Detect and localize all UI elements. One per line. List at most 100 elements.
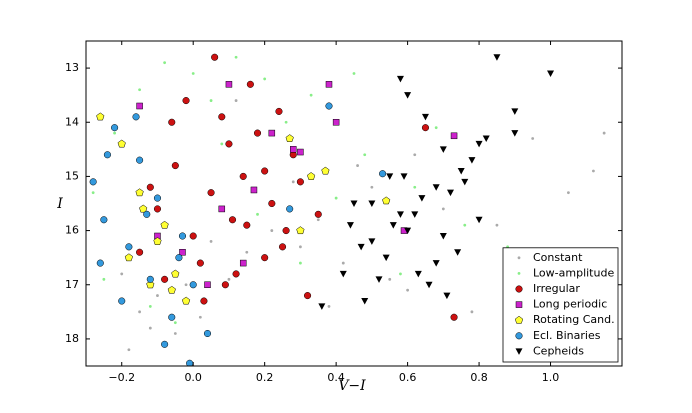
point xyxy=(357,243,365,251)
point xyxy=(225,140,233,148)
point xyxy=(389,222,397,229)
point xyxy=(284,120,288,124)
point xyxy=(220,142,224,146)
point xyxy=(138,88,142,92)
point xyxy=(314,210,322,218)
point xyxy=(443,292,451,300)
point xyxy=(186,359,194,366)
point xyxy=(143,210,151,218)
point xyxy=(218,205,226,213)
point xyxy=(153,237,162,245)
axes-frame xyxy=(85,40,623,367)
point xyxy=(263,77,267,81)
point xyxy=(111,124,119,132)
point xyxy=(282,227,290,235)
point xyxy=(182,97,190,105)
point xyxy=(406,288,409,292)
point xyxy=(256,212,259,216)
point xyxy=(161,340,169,348)
y-tick-label: 14 xyxy=(65,115,79,128)
point xyxy=(225,81,233,88)
point xyxy=(386,173,394,180)
point xyxy=(91,191,95,195)
point xyxy=(209,99,213,102)
point xyxy=(125,243,133,251)
point xyxy=(100,216,108,224)
point xyxy=(446,189,454,197)
point xyxy=(261,167,269,175)
point xyxy=(299,245,302,249)
legend-label: Cepheids xyxy=(533,344,584,357)
point xyxy=(297,148,304,156)
point xyxy=(178,232,187,240)
point xyxy=(321,166,330,175)
point xyxy=(113,131,116,135)
point xyxy=(463,223,467,227)
point xyxy=(245,250,249,254)
point xyxy=(368,238,376,245)
point xyxy=(299,261,302,265)
point xyxy=(232,270,240,278)
point xyxy=(296,226,305,235)
point xyxy=(136,156,144,164)
point xyxy=(124,253,133,262)
point xyxy=(413,185,417,189)
point xyxy=(189,281,197,289)
point xyxy=(327,305,331,308)
legend-marker xyxy=(517,272,521,275)
point xyxy=(175,254,183,262)
x-tick-label: 0.4 xyxy=(327,371,345,384)
point xyxy=(117,139,126,148)
point xyxy=(146,275,154,283)
point xyxy=(204,281,211,288)
point xyxy=(318,303,326,310)
point xyxy=(203,329,212,338)
point xyxy=(296,178,304,186)
point xyxy=(285,134,294,142)
point xyxy=(475,216,483,224)
point xyxy=(495,223,499,227)
point xyxy=(102,277,106,281)
point xyxy=(511,130,519,137)
point xyxy=(290,146,297,153)
point xyxy=(268,199,276,208)
point xyxy=(432,260,440,267)
legend-marker xyxy=(515,332,523,340)
legend-label: Long periodic xyxy=(533,298,607,311)
point xyxy=(146,183,154,191)
point xyxy=(138,310,142,314)
point xyxy=(278,243,287,251)
point xyxy=(439,146,447,153)
point xyxy=(375,276,383,283)
point xyxy=(413,153,417,157)
legend-label: Ecl. Binaries xyxy=(533,329,601,342)
point xyxy=(567,191,570,195)
point xyxy=(228,216,237,224)
point xyxy=(118,297,126,305)
y-tick-label: 13 xyxy=(65,61,79,74)
y-tick-label: 15 xyxy=(65,169,79,182)
point xyxy=(160,220,169,229)
point xyxy=(303,292,312,300)
legend-label: Constant xyxy=(533,251,583,264)
point xyxy=(135,188,144,197)
point xyxy=(547,70,555,77)
point xyxy=(103,151,111,159)
x-tick-label: 0.8 xyxy=(470,371,488,384)
y-tick-label: 17 xyxy=(65,278,79,291)
x-tick-label: 0.0 xyxy=(184,371,202,384)
point xyxy=(307,172,316,180)
legend-marker xyxy=(515,348,523,355)
point xyxy=(146,280,155,289)
point xyxy=(161,275,169,283)
point xyxy=(450,132,458,140)
point xyxy=(325,81,333,88)
point xyxy=(167,285,176,294)
point xyxy=(198,315,202,319)
point xyxy=(221,281,229,289)
point xyxy=(227,277,231,281)
x-tick-label: 1.0 xyxy=(542,371,560,384)
legend-marker xyxy=(515,301,523,308)
point xyxy=(421,113,429,121)
point xyxy=(127,348,131,352)
